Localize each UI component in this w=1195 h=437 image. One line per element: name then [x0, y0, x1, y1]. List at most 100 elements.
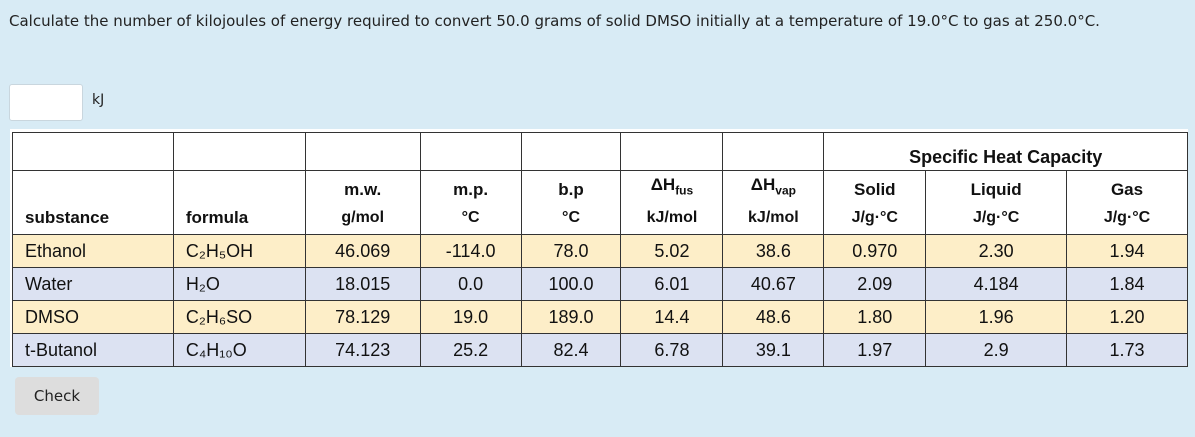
- column-label: m.w.: [318, 176, 408, 204]
- column-label: b.p: [534, 176, 609, 204]
- column-header: formula: [172, 169, 306, 236]
- data-cell: 14.4: [620, 300, 724, 335]
- data-row: DMSO C₂H₆SO 78.129 19.0 189.0 14.4 48.6 1.80 1.9…: [12, 300, 1188, 335]
- column-header: m.w. g/mol: [304, 169, 421, 236]
- header-cell: [172, 132, 306, 171]
- data-cell: 46.069: [304, 234, 421, 269]
- question: Calculate the number of kilojoules of en…: [9, 12, 1100, 30]
- header-row: substance formula m.w. g/mol m.p. °C b.p °C ΔHfu…: [12, 169, 1188, 236]
- data-cell: 1.97: [823, 333, 927, 368]
- data-cell: 189.0: [520, 300, 622, 335]
- column-unit: J/g·°C: [1103, 209, 1151, 227]
- column-unit: kJ/mol: [646, 209, 698, 227]
- data-row: t-Butanol C₄H₁₀O 74.123 25.2 82.4 6.78 39.1 1.9…: [12, 333, 1188, 368]
- data-cell: -114.0: [419, 234, 522, 269]
- data-cell: Ethanol: [12, 234, 174, 269]
- column-name: Solid: [854, 180, 896, 200]
- column-name: m.w.: [344, 180, 382, 200]
- header-cell: [304, 132, 421, 171]
- data-cell: 82.4: [520, 333, 622, 368]
- column-unit: °C: [562, 209, 580, 227]
- column-name: ΔH: [750, 175, 776, 194]
- data-cell: 1.84: [1066, 267, 1188, 302]
- header-row: Specific Heat Capacity: [12, 132, 1188, 171]
- data-cell: 6.78: [620, 333, 724, 368]
- data-cell: 2.9: [925, 333, 1068, 368]
- data-cell: 48.6: [722, 300, 825, 335]
- group-header: Specific Heat Capacity: [823, 132, 1188, 171]
- column-unit: J/g·°C: [972, 209, 1020, 227]
- data-cell: 2.30: [925, 234, 1068, 269]
- data-cell: 19.0: [419, 300, 522, 335]
- column-label: substance: [25, 204, 161, 232]
- column-name: formula: [185, 208, 249, 228]
- column-unit: J/g·°C: [851, 209, 898, 227]
- column-subscript: vap: [775, 183, 796, 198]
- data-cell: 1.96: [925, 300, 1068, 335]
- column-name: m.p.: [453, 180, 489, 200]
- header-cell: [620, 132, 724, 171]
- column-label: ΔHfus: [633, 171, 710, 204]
- column-name: b.p: [558, 180, 584, 200]
- answer-input[interactable]: [9, 84, 83, 121]
- header-cell: [722, 132, 825, 171]
- data-cell: 2.09: [823, 267, 927, 302]
- data-cell: 40.67: [722, 267, 825, 302]
- column-name: ΔH: [650, 175, 676, 194]
- table-panel: Specific Heat Capacity substance formula m.…: [10, 129, 1188, 368]
- column-label: ΔHvap: [735, 171, 811, 204]
- column-name: Liquid: [970, 180, 1022, 200]
- column-subscript: fus: [675, 183, 694, 198]
- data-cell: 74.123: [304, 333, 421, 368]
- column-name: substance: [25, 208, 110, 228]
- column-unit: °C: [461, 209, 480, 227]
- data-cell: Water: [12, 267, 174, 302]
- data-cell: 78.0: [520, 234, 622, 269]
- data-cell: C₂H₅OH: [172, 234, 306, 269]
- column-header: ΔHvap kJ/mol: [722, 169, 825, 236]
- data-cell: C₂H₆SO: [172, 300, 306, 335]
- data-row: Ethanol C₂H₅OH 46.069 -114.0 78.0 5.02 38.6 0.9…: [12, 234, 1188, 269]
- column-unit: kJ/mol: [748, 209, 799, 227]
- column-label: m.p.: [433, 176, 509, 204]
- data-cell: 18.015: [304, 267, 421, 302]
- data-cell: 25.2: [419, 333, 522, 368]
- data-cell: 1.94: [1066, 234, 1188, 269]
- column-header: substance: [12, 169, 174, 236]
- column-label: Gas: [1079, 176, 1175, 204]
- data-cell: 5.02: [620, 234, 724, 269]
- data-cell: 39.1: [722, 333, 825, 368]
- column-header: m.p. °C: [419, 169, 522, 236]
- column-header: Liquid J/g·°C: [925, 169, 1068, 236]
- column-header: ΔHfus kJ/mol: [620, 169, 724, 236]
- data-cell: 6.01: [620, 267, 724, 302]
- column-name: Gas: [1110, 180, 1144, 200]
- data-cell: t-Butanol: [12, 333, 174, 368]
- column-unit: g/mol: [341, 209, 385, 227]
- data-cell: 100.0: [520, 267, 622, 302]
- answer-unit: kJ: [92, 92, 105, 108]
- header-cell: [12, 132, 174, 171]
- data-cell: 78.129: [304, 300, 421, 335]
- data-cell: 0.0: [419, 267, 522, 302]
- data-cell: 1.73: [1066, 333, 1188, 368]
- column-header: b.p °C: [520, 169, 622, 236]
- column-label: formula: [186, 204, 293, 232]
- column-label: Liquid: [938, 176, 1054, 204]
- data-cell: DMSO: [12, 300, 174, 335]
- data-cell: 0.970: [823, 234, 927, 269]
- data-cell: 38.6: [722, 234, 825, 269]
- column-header: Solid J/g·°C: [823, 169, 927, 236]
- data-table: Specific Heat Capacity substance formula m.…: [12, 132, 1188, 368]
- data-cell: C₄H₁₀O: [172, 333, 306, 368]
- data-row: Water H₂O 18.015 0.0 100.0 6.01 40.67 2.09 4.184…: [12, 267, 1188, 302]
- data-cell: 4.184: [925, 267, 1068, 302]
- data-cell: H₂O: [172, 267, 306, 302]
- column-header: Gas J/g·°C: [1066, 169, 1188, 236]
- check-button[interactable]: Check: [15, 377, 99, 415]
- header-cell: [520, 132, 622, 171]
- data-cell: 1.20: [1066, 300, 1188, 335]
- column-label: Solid: [836, 176, 913, 204]
- data-cell: 1.80: [823, 300, 927, 335]
